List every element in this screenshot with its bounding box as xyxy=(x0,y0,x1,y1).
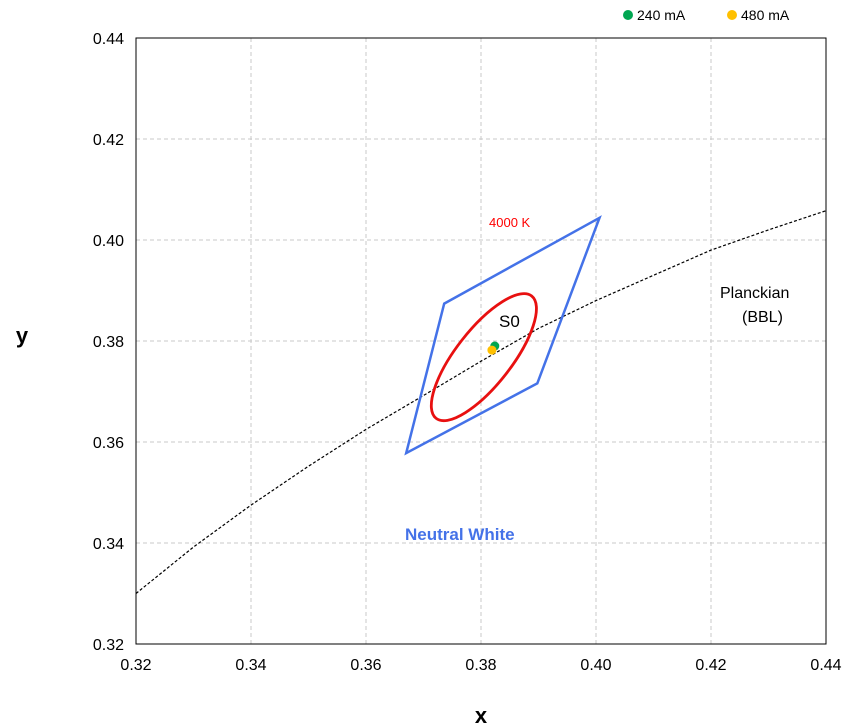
x-axis-ticks: 0.32 0.34 0.36 0.38 0.40 0.42 0.44 xyxy=(120,657,841,674)
x-tick-label: 0.34 xyxy=(235,657,266,674)
neutral-white-quadrangle xyxy=(404,215,602,456)
x-tick-label: 0.36 xyxy=(350,657,381,674)
y-tick-label: 0.44 xyxy=(93,31,124,48)
legend: 240 mA 480 mA xyxy=(623,7,790,23)
y-tick-label: 0.38 xyxy=(93,334,124,351)
y-tick-label: 0.42 xyxy=(93,132,124,149)
y-axis-ticks: 0.32 0.34 0.36 0.38 0.40 0.42 0.44 xyxy=(93,31,124,654)
planckian-label: Planckian xyxy=(720,285,789,302)
plot-area-border xyxy=(135,37,827,645)
y-tick-label: 0.40 xyxy=(93,233,124,250)
y-tick-label: 0.36 xyxy=(93,435,124,452)
y-tick-label: 0.34 xyxy=(93,536,124,553)
legend-marker-480ma xyxy=(727,10,737,20)
x-tick-label: 0.44 xyxy=(810,657,841,674)
s0-label: S0 xyxy=(499,312,520,331)
legend-marker-240ma xyxy=(623,10,633,20)
x-tick-label: 0.32 xyxy=(120,657,151,674)
legend-label-240ma: 240 mA xyxy=(637,7,686,23)
x-axis-title: x xyxy=(475,703,488,728)
x-tick-label: 0.38 xyxy=(465,657,496,674)
x-tick-label: 0.42 xyxy=(695,657,726,674)
data-points xyxy=(487,341,500,355)
planckian-locus-line xyxy=(135,210,827,594)
y-tick-label: 0.32 xyxy=(93,637,124,654)
bbl-label: (BBL) xyxy=(742,309,783,326)
y-axis-title: y xyxy=(16,323,29,348)
s0-ellipse xyxy=(429,292,538,423)
data-point-480ma xyxy=(487,345,497,355)
grid-lines xyxy=(136,38,826,644)
cct-4000k-label: 4000 K xyxy=(489,215,531,230)
legend-label-480ma: 480 mA xyxy=(741,7,790,23)
x-tick-label: 0.40 xyxy=(580,657,611,674)
neutral-white-label: Neutral White xyxy=(405,525,515,544)
